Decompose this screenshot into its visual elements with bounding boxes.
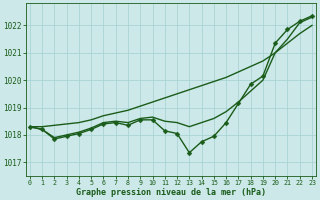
X-axis label: Graphe pression niveau de la mer (hPa): Graphe pression niveau de la mer (hPa) <box>76 188 266 197</box>
